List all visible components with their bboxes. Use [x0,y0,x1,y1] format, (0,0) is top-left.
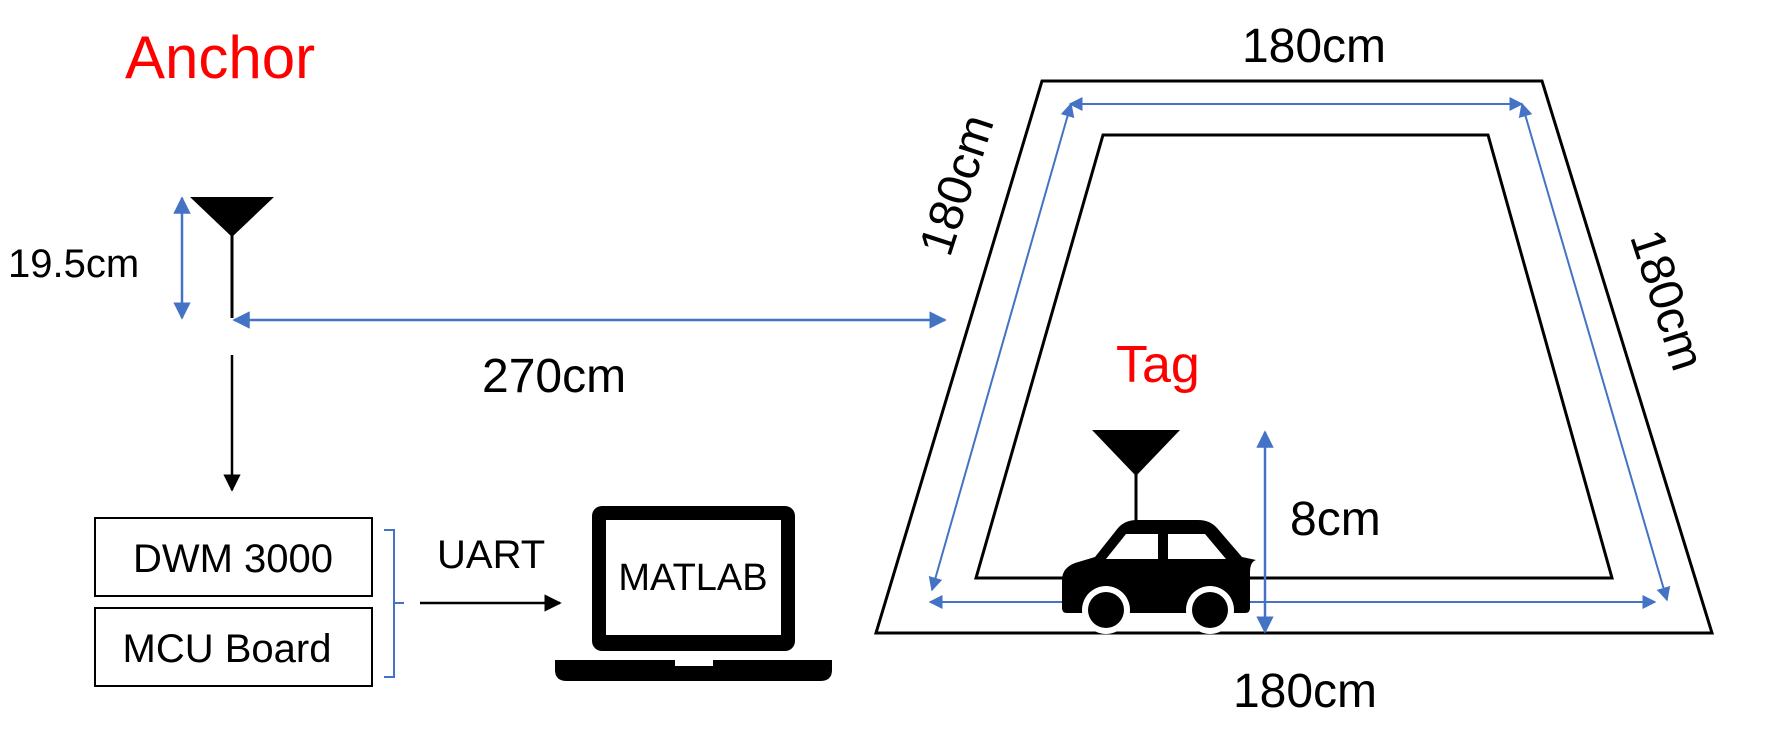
track-bottom-label: 180cm [1233,665,1377,718]
track-left-label: 180cm [910,109,1005,262]
track-outer-boundary [873,79,1715,635]
anchor-title: Anchor [125,24,315,91]
hardware-bracket [384,529,404,678]
car-icon [1062,520,1256,634]
track-right-arrow [1518,102,1671,602]
matlab-label: MATLAB [618,557,767,599]
anchor-height-label: 19.5cm [8,242,139,286]
dwm3000-label: DWM 3000 [133,537,333,581]
tag-height-label: 8cm [1290,493,1381,546]
mcu-board-box [94,607,373,687]
dwm3000-box [94,517,373,597]
laptop-icon [555,506,832,681]
mcu-board-label: MCU Board [123,627,332,671]
anchor-distance-label: 270cm [482,350,626,403]
antenna-icon [1092,430,1180,530]
antenna-icon [190,197,274,318]
tag-title: Tag [1116,336,1200,394]
track-top-label: 180cm [1242,20,1386,73]
track-left-arrow [928,102,1075,592]
uart-label: UART [437,533,545,577]
track-right-label: 180cm [1619,224,1714,377]
